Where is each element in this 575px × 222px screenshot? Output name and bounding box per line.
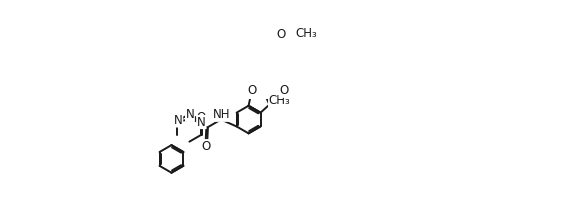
- Text: N: N: [197, 115, 206, 129]
- Text: CH₃: CH₃: [295, 27, 317, 40]
- Text: O: O: [276, 28, 285, 41]
- Text: O: O: [279, 84, 289, 97]
- Text: CH₃: CH₃: [269, 94, 290, 107]
- Text: O: O: [202, 140, 211, 153]
- Text: O: O: [197, 111, 206, 124]
- Text: N: N: [174, 114, 183, 127]
- Text: N: N: [186, 108, 194, 121]
- Text: NH: NH: [212, 108, 230, 121]
- Text: O: O: [247, 84, 256, 97]
